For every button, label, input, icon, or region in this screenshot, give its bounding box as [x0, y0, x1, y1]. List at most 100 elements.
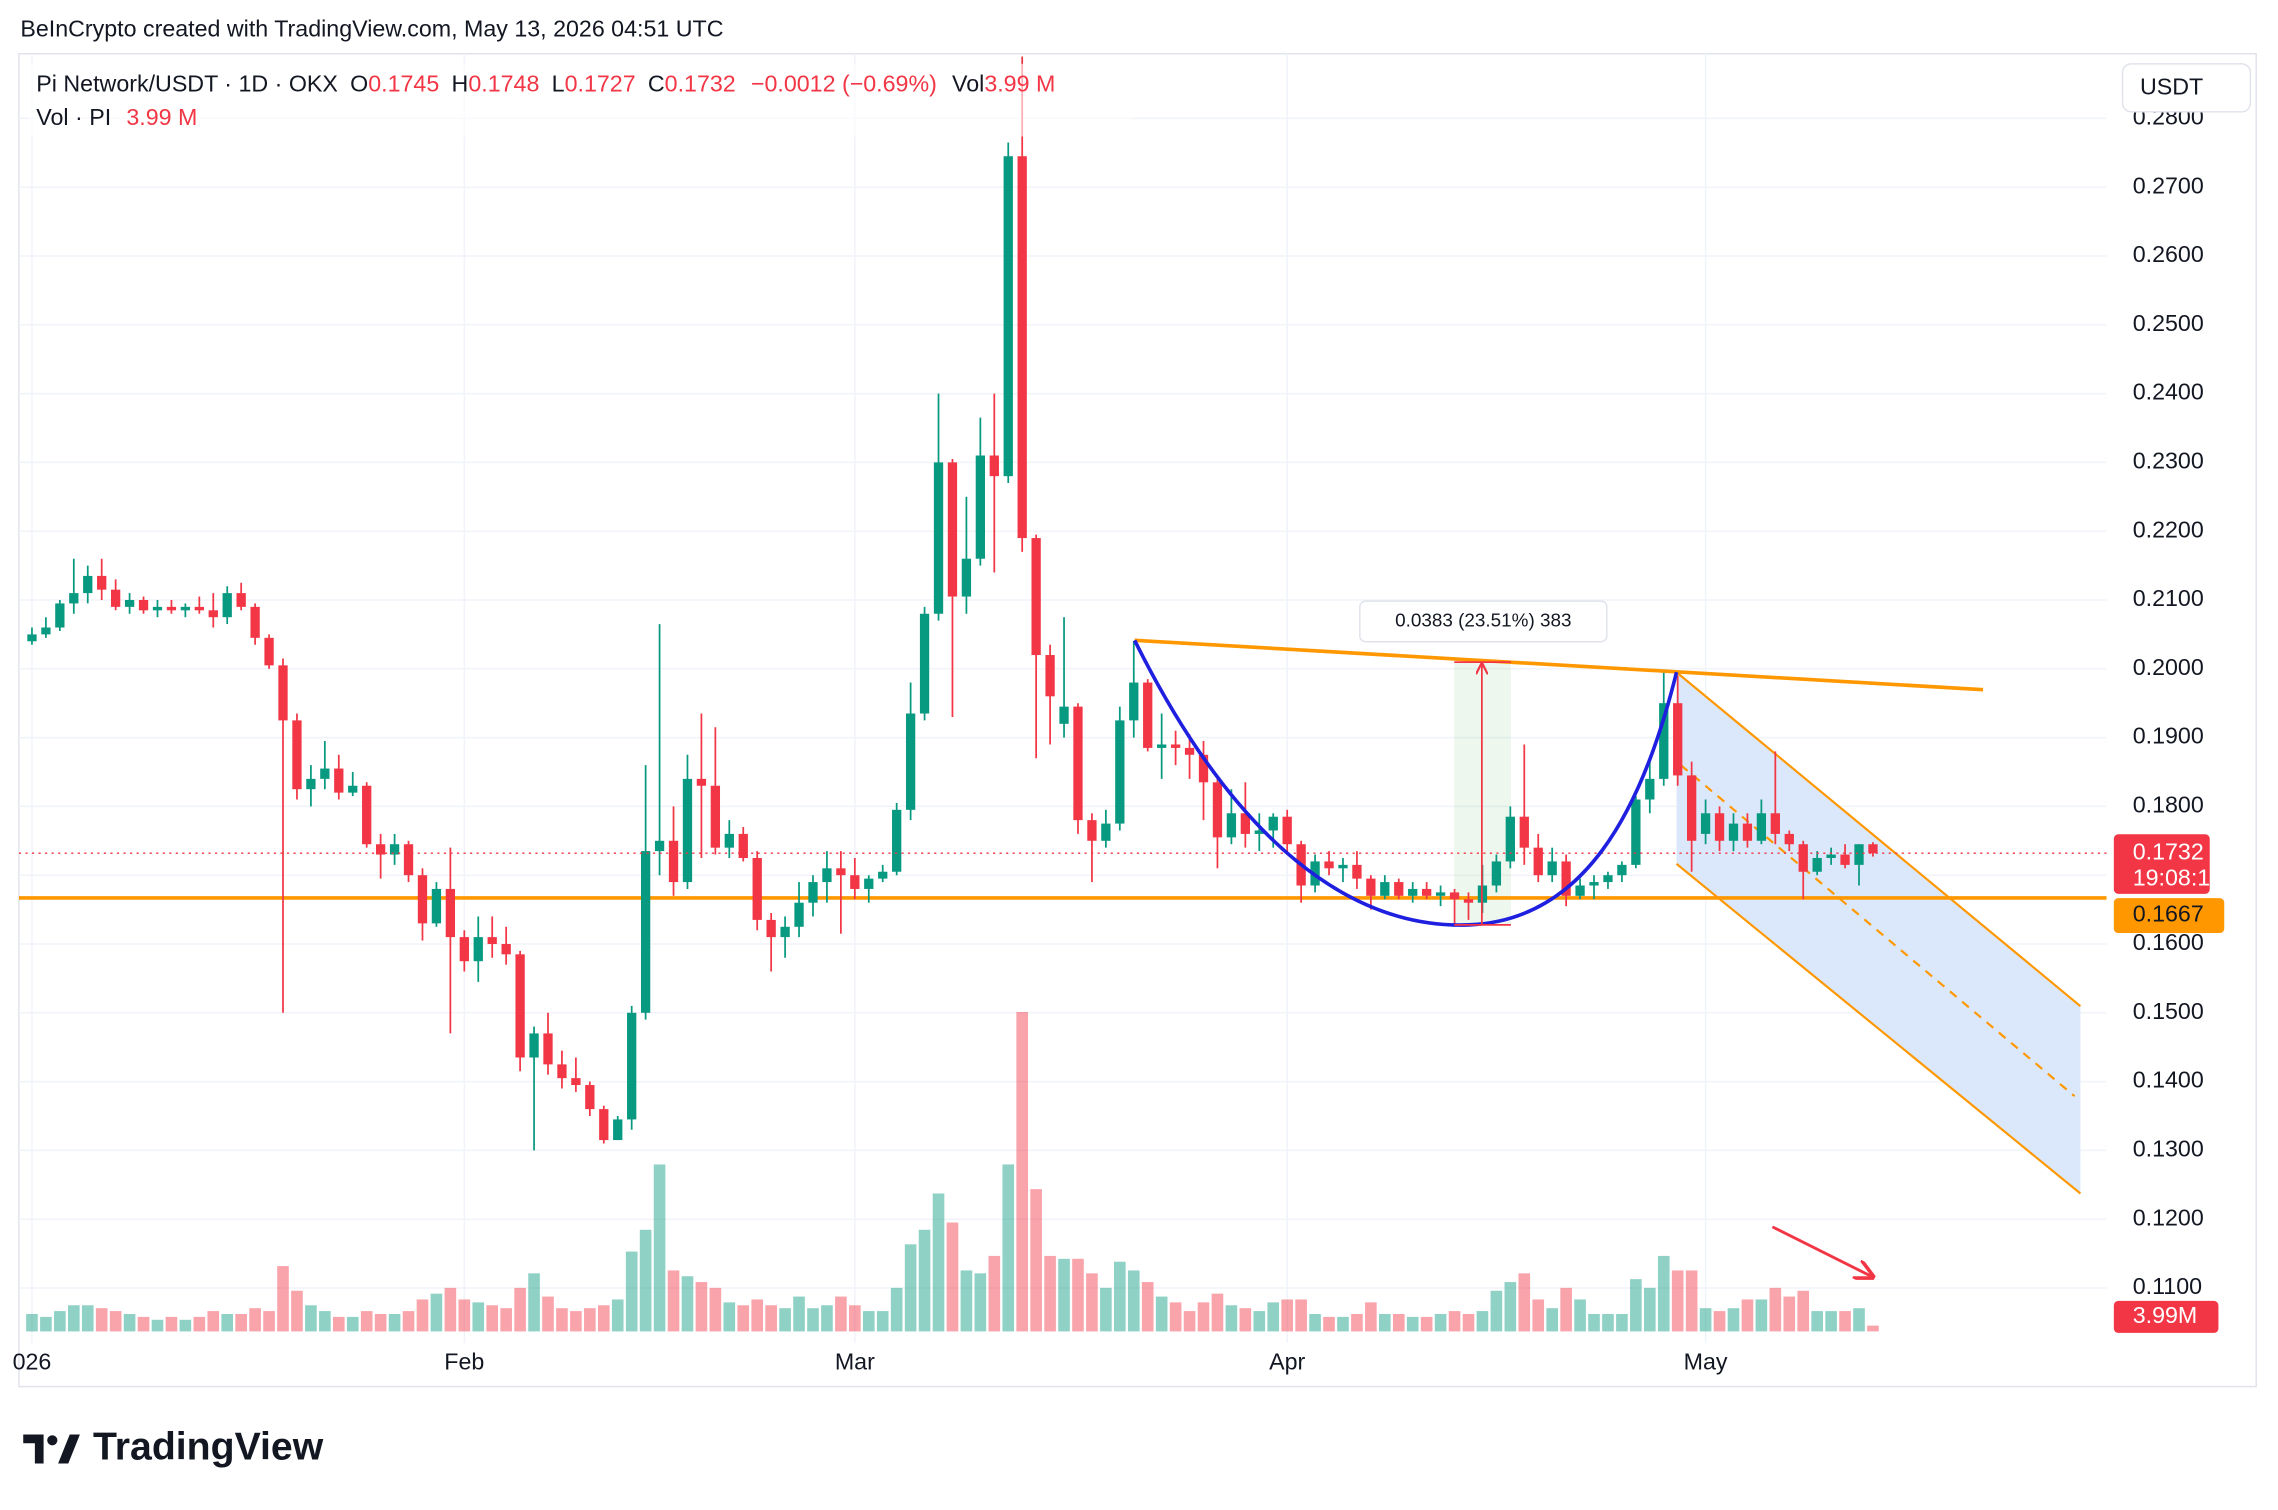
currency[interactable]: USDT — [2140, 74, 2203, 100]
volume-bar — [1755, 1299, 1768, 1332]
candle-body — [1840, 854, 1850, 865]
volume-bar — [1769, 1287, 1782, 1332]
volume-bar — [1392, 1313, 1405, 1332]
volume-bar — [695, 1282, 708, 1332]
y-tick-label: 0.1300 — [2133, 1136, 2204, 1162]
support-tag — [2113, 898, 2225, 934]
x-tick-label: 026 — [13, 1349, 52, 1375]
candle-body — [836, 868, 846, 876]
candle-body — [1184, 747, 1195, 755]
candle-body — [222, 593, 232, 618]
volume-bar — [458, 1299, 471, 1332]
y-tick-label: 0.2100 — [2133, 585, 2204, 611]
volume-tag — [2113, 1300, 2219, 1333]
volume-bar — [1030, 1189, 1042, 1332]
y-tick-label: 0.2000 — [2133, 654, 2204, 680]
volume-bar — [1616, 1313, 1628, 1332]
currency-button[interactable] — [2121, 63, 2252, 113]
volume-bar — [1420, 1316, 1433, 1332]
volume-tag-label: 3.99M — [2133, 1302, 2198, 1328]
volume-bar — [1657, 1255, 1670, 1332]
watermark: TradingView — [93, 1425, 324, 1468]
volume-bar — [1685, 1270, 1698, 1332]
candle-body — [668, 840, 679, 883]
candle-body — [459, 937, 469, 962]
volume-bar — [1086, 1273, 1098, 1332]
candle-body — [1380, 882, 1390, 896]
candle-body — [864, 878, 874, 889]
candle-body — [306, 778, 316, 790]
candle-body — [110, 589, 121, 607]
volume-bar — [876, 1311, 889, 1332]
header: BeInCrypto created with TradingView.com,… — [20, 16, 723, 42]
volume-bar — [1100, 1287, 1112, 1332]
candle-body — [1700, 813, 1711, 834]
volume-bar — [932, 1193, 945, 1332]
y-tick-label: 0.1600 — [2133, 929, 2204, 955]
frame — [18, 52, 2257, 1388]
volume-bar — [1630, 1279, 1642, 1332]
candle-body — [710, 785, 721, 848]
volume-bar — [570, 1311, 582, 1332]
volume-bar — [54, 1311, 66, 1332]
volume-bar — [1379, 1313, 1391, 1332]
candle-body — [1031, 538, 1041, 656]
volume-bar — [26, 1313, 38, 1332]
candle-body — [1561, 861, 1571, 896]
candle-body — [278, 665, 288, 721]
volume-bar — [1448, 1311, 1461, 1332]
volume-bar — [249, 1308, 261, 1332]
volume-bar — [416, 1299, 429, 1332]
candle-body — [334, 768, 344, 793]
candle-body — [403, 844, 414, 876]
candle-body — [640, 851, 651, 1013]
candle-body — [264, 637, 274, 666]
volume-bar — [1211, 1293, 1224, 1332]
volume-bar — [360, 1311, 373, 1332]
volume-bar — [1560, 1287, 1572, 1332]
volume-name: Vol · PI — [36, 104, 111, 130]
volume-bar — [946, 1222, 959, 1332]
candle-body — [208, 610, 218, 618]
x-tick-label: Mar — [835, 1349, 875, 1375]
candle-body — [1087, 820, 1097, 841]
candle-body — [1547, 861, 1557, 876]
candle-body — [1115, 720, 1125, 824]
volume-bar — [514, 1287, 526, 1332]
y-tick-label: 0.1900 — [2133, 723, 2204, 749]
candle-body — [947, 462, 958, 597]
symbol: Pi Network/USDT · 1D · OKX — [36, 71, 338, 97]
candle-body — [1073, 706, 1083, 821]
trend-arrow — [1771, 1225, 1871, 1276]
volume-bar — [1602, 1313, 1614, 1332]
volume-bar — [1532, 1299, 1545, 1332]
logo-slash — [58, 1434, 80, 1464]
candle-body — [682, 778, 693, 883]
volume-bar — [40, 1316, 52, 1332]
measure-label: 0.0383 (23.51%) 383 — [1395, 610, 1571, 631]
volume-bar — [835, 1296, 847, 1332]
volume-bar — [374, 1313, 387, 1332]
volume-bar — [1044, 1255, 1056, 1332]
candle-body — [445, 888, 456, 938]
candle-body — [1003, 156, 1013, 477]
volume-bar — [430, 1293, 443, 1332]
volume-bar — [1797, 1290, 1810, 1332]
volume-bar — [1114, 1261, 1126, 1332]
candle-body — [1868, 844, 1878, 854]
channel-lower — [1675, 863, 2082, 1195]
volume-bar — [277, 1266, 289, 1332]
volume-bar — [1783, 1296, 1796, 1332]
low-value: 0.1727 — [565, 71, 636, 97]
candle-body — [1826, 854, 1836, 858]
candle-body — [1673, 703, 1683, 776]
channel-upper — [1675, 671, 2082, 1008]
volume-bar — [821, 1305, 833, 1332]
candle-body — [1491, 861, 1502, 886]
volume-bar — [81, 1305, 94, 1332]
volume-bar — [444, 1287, 457, 1332]
volume-bar — [653, 1164, 666, 1332]
volume-bar — [974, 1273, 987, 1332]
candle-body — [1170, 744, 1181, 748]
volume-bar — [1434, 1313, 1447, 1332]
